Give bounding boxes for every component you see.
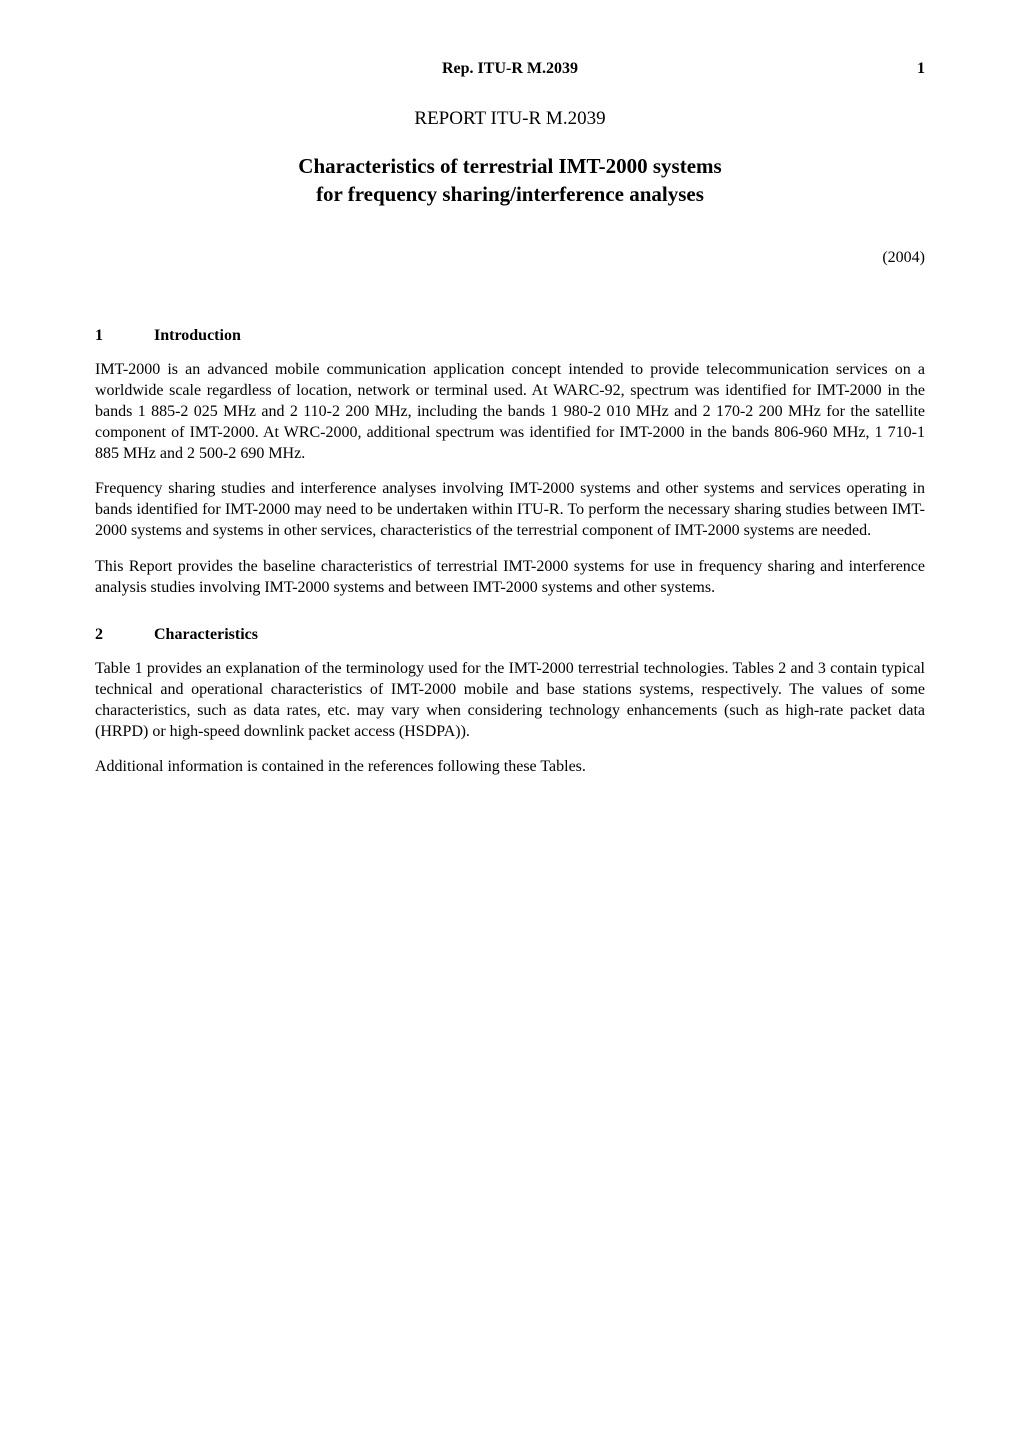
running-header: Rep. ITU-R M.2039 1 — [95, 60, 925, 78]
section-2-title: Characteristics — [154, 626, 258, 643]
section-1-heading: 1 Introduction — [95, 327, 925, 345]
title-line-2: for frequency sharing/interference analy… — [95, 180, 925, 208]
section-2-para-1: Table 1 provides an explanation of the t… — [95, 658, 925, 742]
running-head-text: Rep. ITU-R M.2039 — [115, 60, 905, 78]
section-1-para-3: This Report provides the baseline charac… — [95, 556, 925, 598]
page-number: 1 — [905, 60, 925, 78]
section-1-para-2: Frequency sharing studies and interferen… — [95, 478, 925, 541]
report-identifier: REPORT ITU-R M.2039 — [95, 108, 925, 130]
section-2-heading: 2 Characteristics — [95, 626, 925, 644]
section-1-title: Introduction — [154, 327, 241, 344]
section-1-number: 1 — [95, 327, 150, 345]
section-2-number: 2 — [95, 626, 150, 644]
section-2-para-2: Additional information is contained in t… — [95, 756, 925, 777]
document-title: Characteristics of terrestrial IMT-2000 … — [95, 152, 925, 209]
section-1-para-1: IMT-2000 is an advanced mobile communica… — [95, 359, 925, 465]
publication-year: (2004) — [95, 249, 925, 267]
title-line-1: Characteristics of terrestrial IMT-2000 … — [95, 152, 925, 180]
